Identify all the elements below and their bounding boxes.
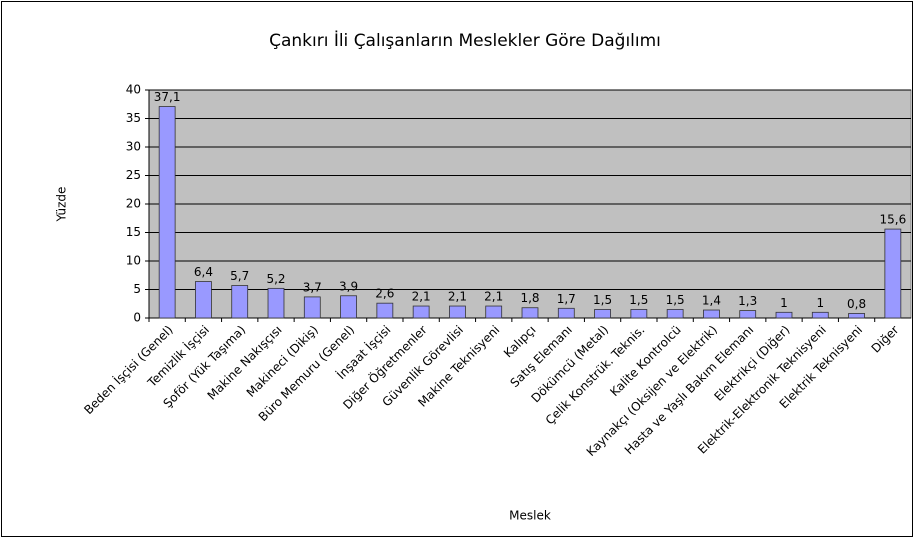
bar — [666, 309, 684, 319]
value-label: 5,2 — [266, 272, 285, 286]
bar — [557, 307, 575, 319]
bar — [303, 296, 321, 319]
value-label: 3,7 — [303, 280, 322, 294]
y-tick-label: 40 — [126, 83, 141, 97]
value-label: 2,1 — [412, 290, 431, 304]
bar — [267, 287, 285, 319]
value-label: 1,5 — [666, 293, 685, 307]
y-tick-label: 5 — [133, 282, 141, 296]
chart-title: Çankırı İli Çalışanların Meslekler Göre … — [269, 30, 661, 51]
y-tick-label: 35 — [126, 111, 141, 125]
bar — [630, 309, 648, 319]
bar — [485, 305, 503, 319]
value-label: 1 — [816, 296, 824, 310]
value-label: 5,7 — [230, 269, 249, 283]
bar — [158, 106, 176, 319]
bar — [811, 311, 829, 319]
bar — [703, 309, 720, 319]
bar — [775, 311, 793, 319]
value-label: 1 — [780, 296, 788, 310]
y-tick-label: 10 — [126, 254, 141, 268]
bar — [739, 310, 757, 319]
y-tick-label: 0 — [133, 311, 141, 325]
value-label: 1,5 — [629, 293, 648, 307]
bar — [848, 313, 865, 319]
value-label: 15,6 — [879, 213, 906, 227]
value-label: 37,1 — [154, 90, 181, 104]
value-label: 2,1 — [484, 290, 503, 304]
bar — [376, 302, 394, 319]
value-label: 1,5 — [593, 293, 612, 307]
y-axis-label: Yüzde — [55, 187, 69, 223]
bar — [449, 305, 466, 319]
y-tick-label: 15 — [126, 225, 141, 239]
bar — [195, 281, 212, 319]
value-label: 3,9 — [339, 279, 358, 293]
bar — [594, 309, 611, 319]
bar — [340, 295, 357, 319]
x-axis-label: Meslek — [509, 509, 551, 523]
value-label: 2,6 — [375, 287, 394, 301]
y-tick-label: 30 — [126, 140, 141, 154]
value-label: 0,8 — [847, 297, 866, 311]
value-label: 2,1 — [448, 290, 467, 304]
bar — [521, 307, 539, 319]
value-label: 1,7 — [557, 292, 576, 306]
value-label: 1,3 — [738, 294, 757, 308]
value-label: 1,4 — [702, 294, 721, 308]
y-tick-label: 25 — [126, 168, 141, 182]
y-tick-label: 20 — [126, 197, 141, 211]
bar — [884, 228, 902, 319]
value-label: 6,4 — [194, 265, 213, 279]
bar — [231, 285, 249, 319]
value-label: 1,8 — [520, 291, 539, 305]
bar — [412, 305, 430, 319]
